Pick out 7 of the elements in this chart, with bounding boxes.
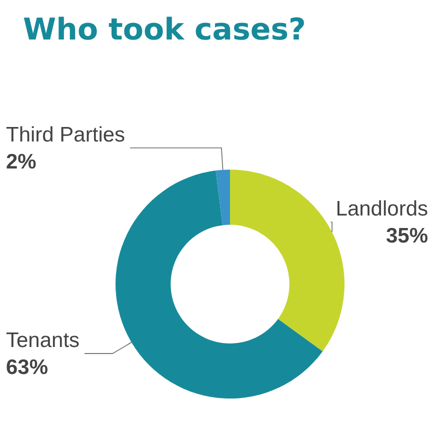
data-label: 63% [6,356,48,380]
slice-label: Landlords [336,198,428,221]
data-label: 2% [6,150,37,174]
slice-label: Third Parties [6,123,126,146]
chart-title: Who took cases? [23,12,306,48]
data-label: 35% [386,224,428,248]
slice-label: Tenants [6,329,80,352]
